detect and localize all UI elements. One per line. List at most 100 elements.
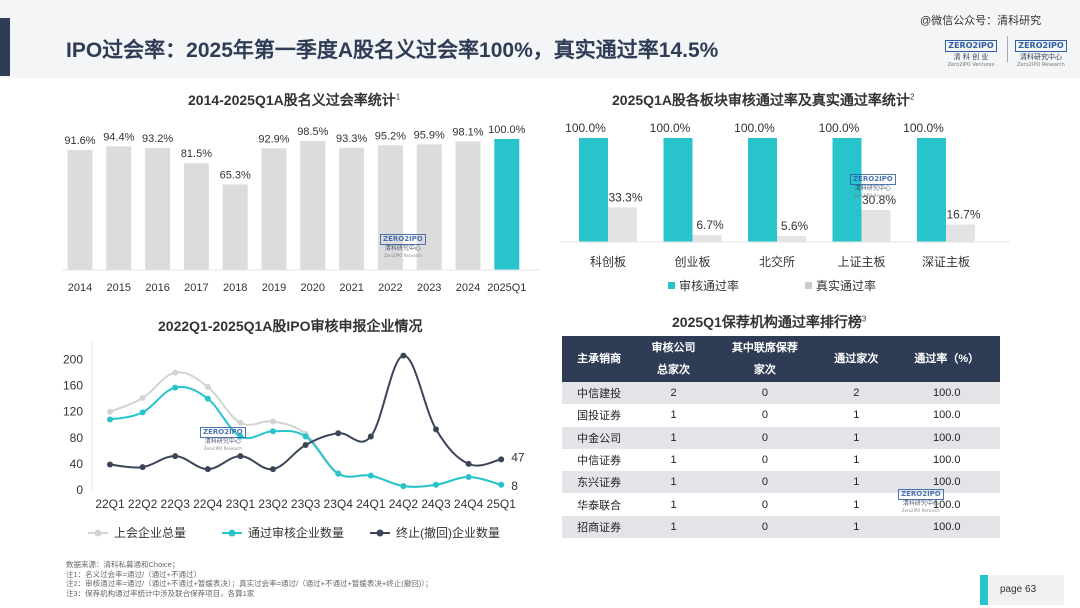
table-cell: 1 [636, 426, 711, 449]
footnote-1: 注1：名义过会率=通过/（通过+不通过） [66, 569, 202, 579]
table-header-row: 主承销商 审核公司 总家次 其中联席保荐 家次 通过家次 通过率（%） [562, 336, 1000, 382]
x-tick-22Q1: 22Q1 [95, 497, 125, 511]
x-tick-23Q2: 23Q2 [258, 497, 288, 511]
point-上会企业总量-22Q3 [172, 369, 179, 376]
bar-2023 [416, 144, 442, 270]
bar-上证主板-真实通过率 [861, 209, 891, 242]
footnote-3: 注3：保荐机构通过率统计中涉及联合保荐项目，各算1家 [66, 588, 255, 598]
wm-cn: 清科研究中心 [384, 245, 421, 252]
point-通过审核企业数量-24Q4 [465, 473, 472, 480]
table-header-cell: 其中联席保荐 家次 [710, 336, 820, 382]
bar-label-2020: 98.5% [297, 126, 328, 138]
legend-swatch-真实通过率 [805, 282, 812, 289]
bar-label-2016: 93.2% [142, 133, 173, 145]
footnote-source: 数据来源：清科私募通和Choice； [66, 560, 180, 569]
table-cell: 100.0 [893, 448, 1000, 472]
point-终止(撤回)企业数量-22Q3 [172, 453, 179, 460]
table-cell: 华泰联合 [562, 493, 637, 516]
x-tick-2022: 2022 [378, 282, 402, 294]
logo-cn: 清科研究中心 [1020, 53, 1062, 61]
chart1-title: 2014-2025Q1A股名义过会率统计1 [188, 90, 400, 110]
point-通过审核企业数量-22Q1 [107, 416, 113, 423]
y-tick-200: 200 [63, 353, 83, 367]
point-上会企业总量-23Q1 [237, 419, 244, 426]
table-row: 中信建投 2 0 2 100.0 [562, 382, 1000, 405]
bar-label-2023: 95.9% [414, 129, 445, 141]
table-cell: 100.0 [893, 426, 1000, 449]
bar-2015 [106, 146, 132, 270]
point-通过审核企业数量-24Q3 [433, 481, 439, 488]
bar-创业板-真实通过率 [692, 235, 722, 242]
point-终止(撤回)企业数量-24Q2 [400, 352, 407, 359]
x-tick-2018: 2018 [223, 282, 247, 294]
x-tick-上证主板: 上证主板 [837, 255, 885, 269]
logo-badge: ZERO2IPO [945, 40, 997, 52]
table-cell: 0 [710, 471, 820, 494]
wm-badge: ZERO2IPO [380, 234, 426, 245]
table-cell: 100.0 [893, 382, 1000, 405]
bar-label-北交所-真实通过率: 5.6% [781, 219, 809, 233]
legend-label-终止(撤回)企业数量: 终止(撤回)企业数量 [396, 525, 500, 540]
table-header-cell: 审核公司 总家次 [636, 336, 711, 382]
point-终止(撤回)企业数量-23Q3 [302, 441, 309, 448]
x-tick-24Q2: 24Q2 [389, 497, 419, 511]
table-title-text: 2025Q1保荐机构通过率排行榜 [672, 314, 862, 330]
wm-en: Zero2IPO Research [901, 508, 940, 513]
table-cell: 1 [636, 493, 711, 516]
x-tick-创业板: 创业板 [674, 255, 710, 269]
bar-2022 [377, 145, 403, 270]
logo-badge: ZERO2IPO [1015, 40, 1067, 52]
table-cell: 中信建投 [562, 382, 637, 405]
point-通过审核企业数量-23Q4 [335, 470, 342, 477]
x-tick-22Q2: 22Q2 [128, 497, 158, 511]
bar-上证主板-审核通过率 [832, 138, 862, 242]
x-tick-2015: 2015 [107, 282, 131, 294]
point-通过审核企业数量-22Q4 [204, 395, 211, 402]
bar-深证主板-审核通过率 [917, 138, 946, 242]
x-tick-23Q3: 23Q3 [291, 497, 321, 511]
table-cell: 100.0 [893, 404, 1000, 427]
x-tick-2014: 2014 [68, 282, 92, 294]
x-tick-24Q3: 24Q3 [421, 497, 451, 511]
table-cell: 2 [819, 382, 894, 405]
bar-label-科创板-审核通过率: 100.0% [565, 121, 606, 135]
x-tick-24Q4: 24Q4 [454, 497, 484, 511]
bar-label-深证主板-真实通过率: 16.7% [946, 208, 980, 222]
table-header-text: 其中联席保荐 [731, 342, 798, 354]
point-终止(撤回)企业数量-23Q1 [237, 453, 244, 460]
bar-label-2024: 98.1% [452, 126, 483, 138]
wm-badge: ZERO2IPO [850, 174, 896, 185]
bar-label-2021: 93.3% [336, 133, 367, 145]
table-header-text: 审核公司 [651, 342, 696, 354]
table-cell: 1 [819, 493, 894, 516]
bar-label-2014: 91.6% [64, 135, 95, 147]
y-tick-160: 160 [63, 379, 83, 393]
point-终止(撤回)企业数量-24Q3 [433, 426, 439, 433]
bar-label-创业板-真实通过率: 6.7% [696, 218, 724, 232]
point-通过审核企业数量-24Q1 [367, 472, 374, 479]
bar-科创板-真实通过率 [608, 207, 637, 242]
point-终止(撤回)企业数量-24Q4 [465, 460, 472, 467]
table-row: 国投证券 1 0 1 100.0 [562, 404, 1000, 427]
table-row: 中信证券 1 0 1 100.0 [562, 448, 1000, 472]
bar-2014 [67, 150, 93, 270]
chart3-title: 2022Q1-2025Q1A股IPO审核申报企业情况 [158, 318, 423, 334]
wm-en: Zero2IPO Research [203, 446, 242, 451]
bar-label-上证主板-真实通过率: 30.8% [862, 193, 896, 207]
bar-2016 [145, 147, 171, 270]
table-header-cell: 通过率（%） [893, 336, 1000, 382]
zero2ipo-research-logo: ZERO2IPO 清科研究中心 Zero2IPO Research [1010, 33, 1072, 68]
x-tick-22Q3: 22Q3 [161, 497, 191, 511]
x-tick-23Q1: 23Q1 [226, 497, 256, 511]
table-cell: 0 [710, 493, 820, 516]
point-上会企业总量-22Q4 [204, 383, 211, 390]
chart1-title-text: 2014-2025Q1A股名义过会率统计 [188, 92, 396, 108]
point-通过审核企业数量-23Q1 [237, 433, 244, 440]
x-tick-2020: 2020 [301, 282, 325, 294]
point-上会企业总量-23Q2 [270, 418, 276, 425]
chart1-title-note: 1 [395, 92, 401, 102]
wm-cn: 清科研究中心 [204, 438, 241, 445]
table-cell: 招商证券 [562, 515, 637, 539]
point-通过审核企业数量-24Q2 [400, 483, 407, 490]
